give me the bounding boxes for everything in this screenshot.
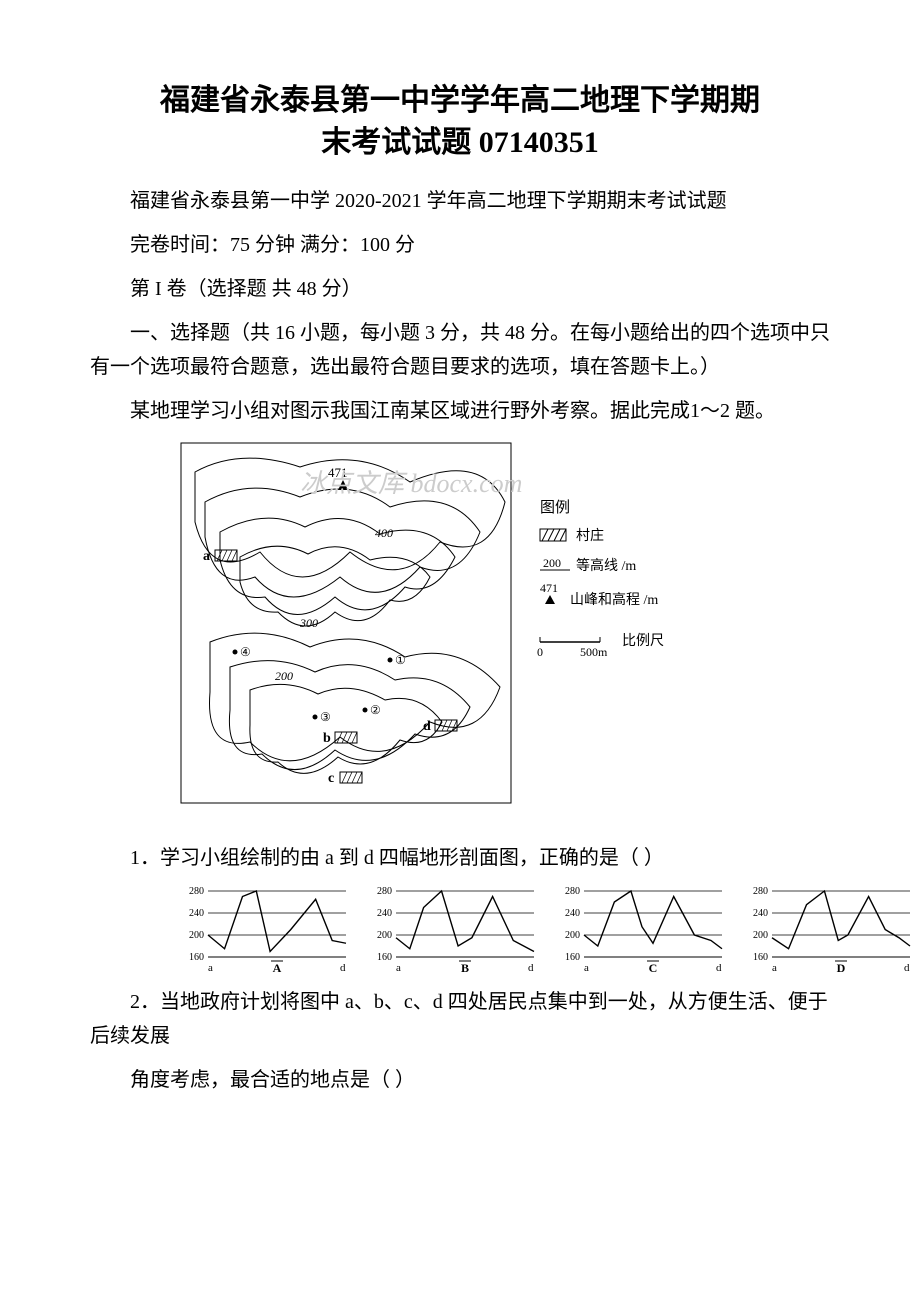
svg-text:d: d — [716, 962, 722, 974]
svg-text:400: 400 — [375, 526, 393, 540]
svg-text:等高线 /m: 等高线 /m — [576, 557, 636, 574]
svg-text:160: 160 — [753, 952, 768, 963]
svg-text:280: 280 — [377, 886, 392, 897]
svg-text:471: 471 — [540, 581, 558, 595]
question-2-line2: 角度考虑，最合适的地点是（ ） — [90, 1063, 830, 1097]
svg-text:d: d — [528, 962, 534, 974]
svg-text:a: a — [396, 962, 401, 974]
svg-text:d: d — [904, 962, 910, 974]
question-1: 1．学习小组绘制的由 a 到 d 四幅地形剖面图，正确的是（ ） — [90, 841, 830, 875]
map-container: 471400300200abcd①②③④图例村庄200等高线 /m471山峰和高… — [180, 442, 830, 827]
svg-text:160: 160 — [565, 952, 580, 963]
svg-text:A: A — [273, 961, 282, 975]
svg-text:280: 280 — [753, 886, 768, 897]
svg-text:160: 160 — [189, 952, 204, 963]
svg-text:①: ① — [395, 653, 406, 667]
svg-text:280: 280 — [565, 886, 580, 897]
title-line-1: 福建省永泰县第一中学学年高二地理下学期期 — [160, 84, 760, 117]
svg-text:D: D — [837, 961, 846, 975]
profile-chart-a: 160 200 240 280 a d A — [180, 885, 350, 975]
svg-text:240: 240 — [377, 908, 392, 919]
svg-text:村庄: 村庄 — [576, 527, 604, 544]
svg-text:200: 200 — [275, 669, 293, 683]
svg-text:图例: 图例 — [540, 499, 570, 516]
question-context: 某地理学习小组对图示我国江南某区域进行野外考察。据此完成1～2 题。 — [90, 394, 830, 428]
svg-text:a: a — [203, 549, 210, 564]
svg-text:山峰和高程 /m: 山峰和高程 /m — [570, 591, 658, 608]
svg-text:d: d — [423, 719, 431, 734]
svg-text:240: 240 — [565, 908, 580, 919]
topographic-map-svg: 471400300200abcd①②③④图例村庄200等高线 /m471山峰和高… — [180, 442, 740, 822]
svg-text:0: 0 — [537, 645, 543, 659]
svg-text:c: c — [328, 771, 334, 786]
svg-text:200: 200 — [377, 930, 392, 941]
topographic-map-figure: 471400300200abcd①②③④图例村庄200等高线 /m471山峰和高… — [180, 442, 830, 827]
profile-charts-row: 160 200 240 280 a d A 160 200 240 280 a d B 160 200 240 2… — [180, 885, 830, 975]
profile-chart-b: 160 200 240 280 a d B — [368, 885, 538, 975]
svg-text:240: 240 — [753, 908, 768, 919]
svg-text:200: 200 — [753, 930, 768, 941]
svg-text:a: a — [772, 962, 777, 974]
svg-text:200: 200 — [543, 556, 561, 570]
svg-text:a: a — [584, 962, 589, 974]
svg-text:冰点文库 bdocx.com: 冰点文库 bdocx.com — [300, 469, 522, 498]
document-title: 福建省永泰县第一中学学年高二地理下学期期 末考试试题 07140351 — [90, 80, 830, 164]
svg-text:200: 200 — [565, 930, 580, 941]
svg-text:500m: 500m — [580, 645, 608, 659]
instructions-paragraph: 一、选择题（共 16 小题，每小题 3 分，共 48 分。在每小题给出的四个选项… — [90, 316, 830, 384]
svg-text:160: 160 — [377, 952, 392, 963]
svg-text:a: a — [208, 962, 213, 974]
svg-text:200: 200 — [189, 930, 204, 941]
svg-text:240: 240 — [189, 908, 204, 919]
svg-text:比例尺: 比例尺 — [622, 633, 664, 649]
svg-text:B: B — [461, 961, 469, 975]
svg-text:300: 300 — [299, 616, 318, 630]
profile-chart-d: 160 200 240 280 a d D — [744, 885, 914, 975]
title-line-2: 末考试试题 07140351 — [321, 126, 599, 159]
svg-text:280: 280 — [189, 886, 204, 897]
document-page: 福建省永泰县第一中学学年高二地理下学期期 末考试试题 07140351 福建省永… — [0, 0, 920, 1147]
svg-text:③: ③ — [320, 710, 331, 724]
intro-paragraph-1: 福建省永泰县第一中学 2020-2021 学年高二地理下学期期末考试试题 — [90, 184, 830, 218]
question-2-line1: 2．当地政府计划将图中 a、b、c、d 四处居民点集中到一处，从方便生活、便于后… — [90, 985, 830, 1053]
section-heading: 第 I 卷（选择题 共 48 分） — [90, 272, 830, 306]
svg-text:②: ② — [370, 703, 381, 717]
profile-chart-c: 160 200 240 280 a d C — [556, 885, 726, 975]
svg-text:C: C — [649, 961, 658, 975]
svg-text:b: b — [323, 731, 331, 746]
svg-text:④: ④ — [240, 645, 251, 659]
svg-text:d: d — [340, 962, 346, 974]
intro-paragraph-2: 完卷时间：75 分钟 满分：100 分 — [90, 228, 830, 262]
